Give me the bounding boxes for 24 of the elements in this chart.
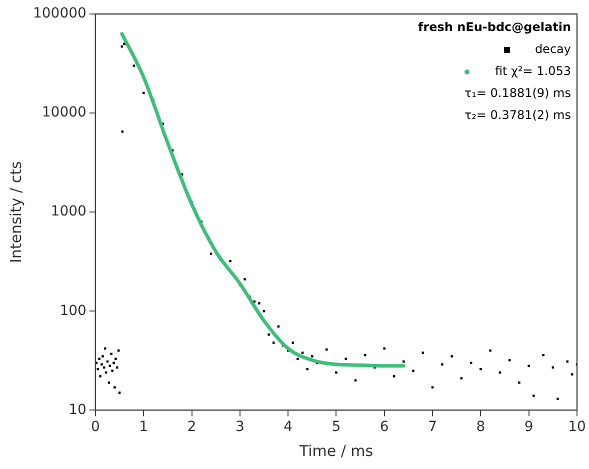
x-tick-label: 2 (187, 419, 196, 436)
legend-title: fresh nEu-bdc@gelatin (418, 20, 571, 34)
y-tick-label: 10000 (42, 104, 86, 121)
y-tick-label: 100000 (32, 6, 86, 22)
x-axis-title: Time / ms (298, 442, 374, 460)
x-tick-label: 8 (476, 419, 486, 436)
x-tick-label: 5 (332, 419, 341, 436)
x-tick-label: 10 (568, 419, 586, 436)
line-series (120, 32, 406, 368)
x-tick-label: 7 (428, 419, 437, 436)
legend-label: decay (534, 42, 571, 56)
x-tick-label: 6 (380, 419, 389, 436)
x-tick-label: 3 (235, 419, 244, 436)
annotation: τ₂= 0.3781(2) ms (464, 108, 571, 122)
legend-label: fit χ²= 1.053 (494, 64, 571, 78)
x-tick-label: 4 (284, 419, 293, 436)
y-tick-label: 10 (68, 402, 86, 418)
annotation: τ₁= 0.1881(9) ms (464, 86, 571, 100)
x-tick-label: 0 (90, 419, 100, 436)
x-tick-label: 1 (139, 419, 148, 436)
x-tick-label: 9 (524, 419, 534, 436)
y-tick-label: 100 (60, 302, 86, 319)
y-tick-label: 1000 (50, 204, 86, 220)
y-axis-title: Intensity / cts (6, 161, 25, 264)
